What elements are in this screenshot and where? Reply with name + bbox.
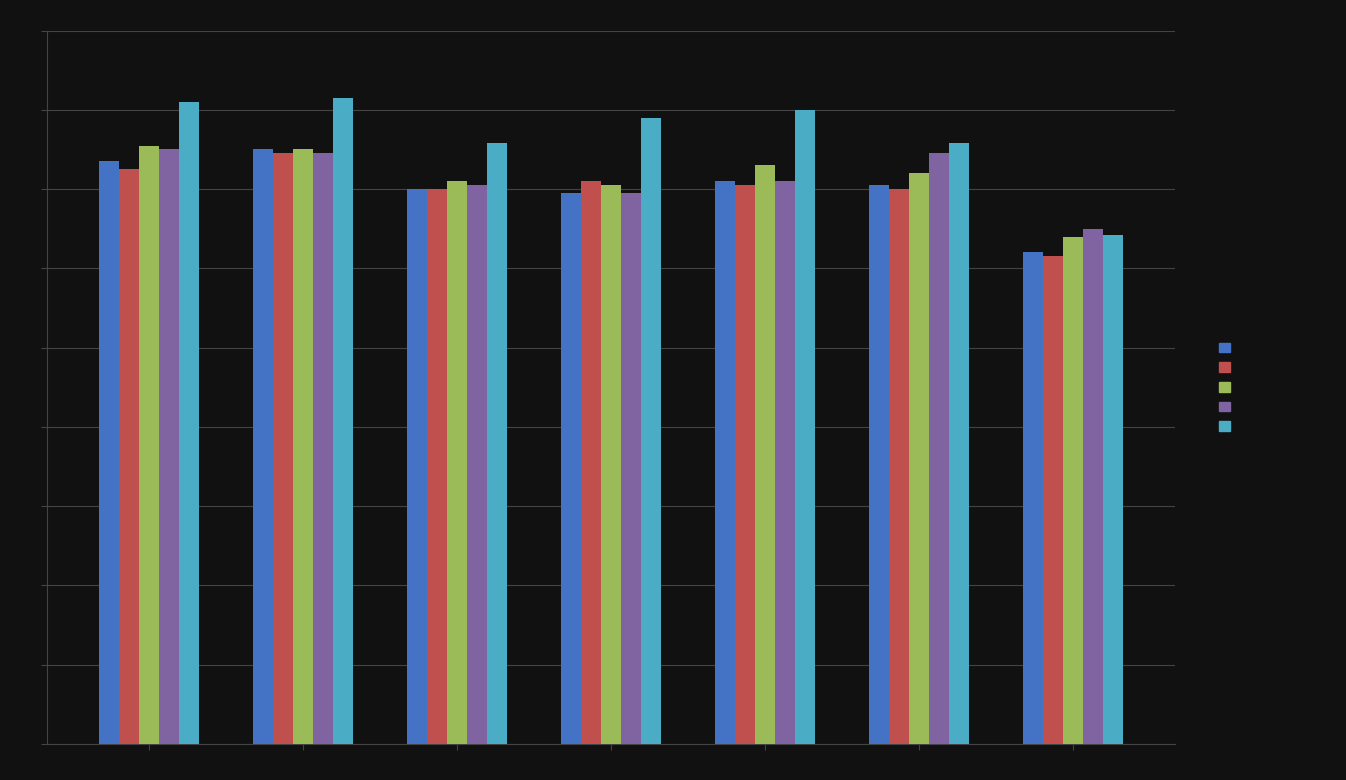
Bar <box>561 193 581 744</box>
Bar <box>641 118 661 744</box>
Bar <box>253 150 273 744</box>
Bar <box>273 154 293 744</box>
Bar <box>1043 257 1063 744</box>
Bar <box>600 185 621 744</box>
Bar <box>949 144 969 744</box>
Bar <box>406 189 427 744</box>
Legend: , , , , : , , , , <box>1215 339 1242 435</box>
Bar <box>735 185 755 744</box>
Bar <box>1023 253 1043 744</box>
Bar <box>755 165 775 744</box>
Bar <box>890 189 909 744</box>
Bar <box>139 146 159 744</box>
Bar <box>621 193 641 744</box>
Bar <box>795 110 816 744</box>
Bar <box>929 154 949 744</box>
Bar <box>487 144 507 744</box>
Bar <box>427 189 447 744</box>
Bar <box>98 161 118 744</box>
Bar <box>715 181 735 744</box>
Bar <box>1084 229 1104 744</box>
Bar <box>332 98 353 744</box>
Bar <box>1104 235 1124 744</box>
Bar <box>118 169 139 744</box>
Bar <box>159 150 179 744</box>
Bar <box>775 181 795 744</box>
Bar <box>909 173 929 744</box>
Bar <box>1063 236 1084 744</box>
Bar <box>293 150 312 744</box>
Bar <box>179 102 199 744</box>
Bar <box>581 181 600 744</box>
Bar <box>870 185 890 744</box>
Bar <box>467 185 487 744</box>
Bar <box>447 181 467 744</box>
Bar <box>312 154 332 744</box>
